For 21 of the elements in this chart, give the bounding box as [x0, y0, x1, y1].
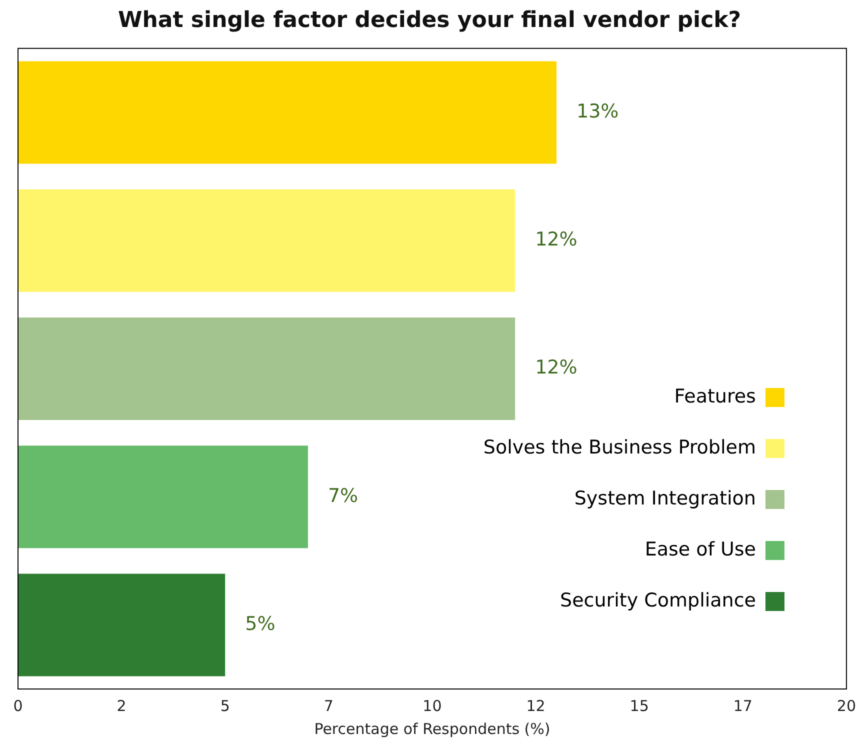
legend-label: Features: [674, 385, 756, 408]
x-axis-title: Percentage of Respondents (%): [314, 720, 550, 738]
x-tick-label: 7: [324, 696, 334, 715]
x-tick-label: 20: [836, 696, 856, 715]
data-label: 12%: [535, 356, 578, 379]
x-tick-label: 0: [13, 696, 23, 715]
x-tick-label: 17: [733, 696, 752, 715]
data-label: 7%: [328, 484, 358, 507]
legend-label: Security Compliance: [560, 589, 756, 612]
x-tick-label: 5: [220, 696, 230, 715]
legend-label: Solves the Business Problem: [483, 436, 756, 458]
data-label: 12%: [535, 228, 578, 251]
legend-label: System Integration: [574, 487, 756, 510]
x-tick-label: 10: [422, 696, 442, 715]
x-tick-label: 12: [526, 696, 546, 715]
chart-title: What single factor decides your final vendor pick?: [118, 8, 742, 33]
legend-label: Ease of Use: [644, 538, 756, 560]
x-tick-label: 2: [116, 696, 126, 715]
data-label: 13%: [576, 100, 619, 122]
x-tick-label: 15: [630, 696, 649, 715]
data-label: 5%: [245, 612, 276, 635]
